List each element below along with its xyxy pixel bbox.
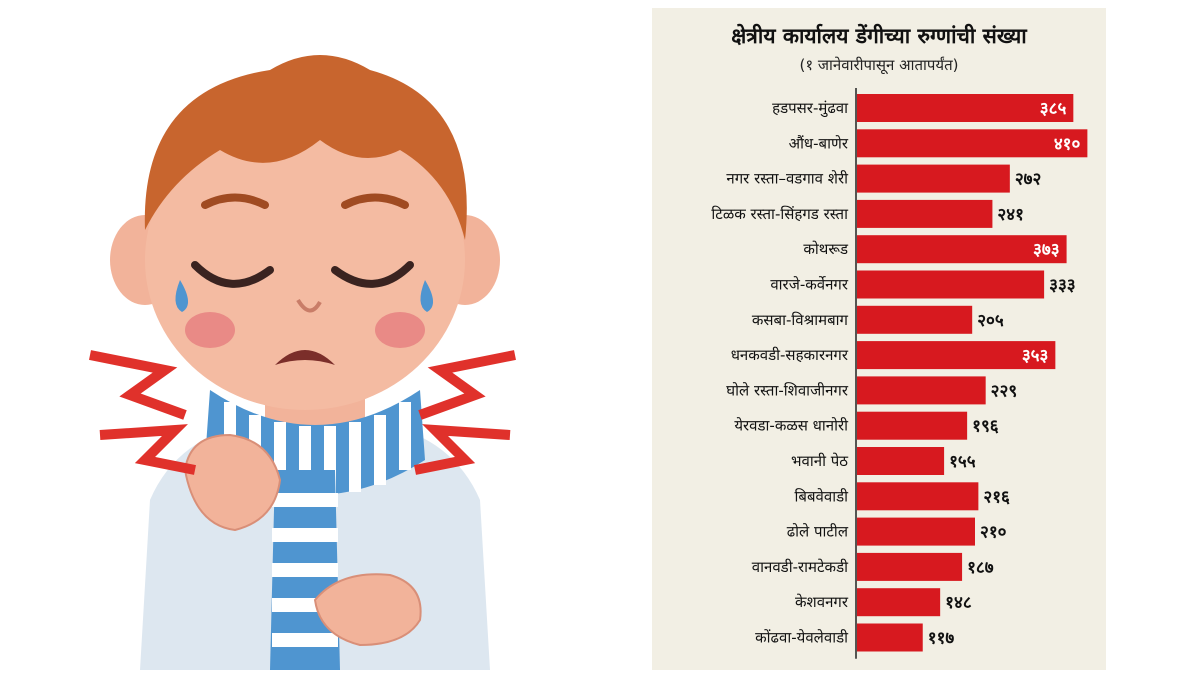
bar bbox=[857, 447, 945, 475]
value-label: २२९ bbox=[991, 381, 1018, 401]
bar bbox=[857, 305, 973, 334]
bar bbox=[857, 517, 975, 546]
category-label: भवानी पेठ bbox=[791, 452, 848, 470]
pain-zigzag-left-top bbox=[89, 350, 187, 420]
left-tear bbox=[175, 280, 189, 312]
left-hand bbox=[183, 433, 282, 532]
sick-boy-illustration bbox=[89, 55, 516, 670]
value-label: १४८ bbox=[945, 593, 972, 613]
bar-chart: हडपसर-मुंढवा ३८५ औंध-बाणेर ४१० नगर रस्ता–वडग… bbox=[711, 88, 1088, 659]
category-label: धनकवडी-सहकारनगर bbox=[731, 346, 849, 364]
value-label: ११७ bbox=[928, 629, 955, 649]
bar bbox=[857, 411, 968, 440]
category-label: बिबवेवाडी bbox=[795, 487, 850, 505]
category-label: टिळक रस्ता-सिंहगड रस्ता bbox=[711, 205, 849, 223]
pain-zigzag-right-top bbox=[418, 350, 516, 420]
value-label: ३८५ bbox=[1040, 99, 1067, 119]
bar bbox=[857, 164, 1010, 193]
value-label: १८७ bbox=[967, 558, 994, 578]
bar bbox=[857, 588, 941, 617]
right-tear bbox=[420, 280, 434, 312]
bar bbox=[857, 623, 923, 652]
mouth bbox=[275, 350, 335, 365]
value-label: ३५३ bbox=[1022, 346, 1049, 366]
nose bbox=[296, 298, 322, 313]
left-cheek bbox=[185, 312, 235, 348]
category-label: हडपसर-मुंढवा bbox=[772, 99, 849, 118]
bar bbox=[857, 94, 1074, 122]
value-label: ४१० bbox=[1054, 134, 1081, 154]
category-label: नगर रस्ता–वडगाव शेरी bbox=[726, 170, 849, 188]
right-hand bbox=[313, 573, 422, 647]
value-label: २०५ bbox=[977, 311, 1004, 331]
value-label: २१० bbox=[980, 523, 1007, 543]
bar bbox=[857, 376, 986, 405]
chart-subtitle: (१ जानेवारीपासून आतापर्यंत) bbox=[799, 56, 959, 74]
value-label: १९६ bbox=[972, 417, 999, 437]
right-eyebrow bbox=[341, 193, 409, 209]
scarf-tail-stripes bbox=[272, 493, 338, 647]
pain-zigzag-left-bottom bbox=[99, 424, 196, 475]
bar bbox=[857, 482, 979, 511]
category-label: घोले रस्ता-शिवाजीनगर bbox=[726, 381, 849, 399]
chart-title: क्षेत्रीय कार्यालय डेंगीच्या रुग्णांची स… bbox=[731, 24, 1027, 48]
hair bbox=[144, 55, 467, 240]
right-cheek bbox=[375, 312, 425, 348]
category-label: कसबा-विश्रामबाग bbox=[752, 311, 849, 329]
value-label: १५५ bbox=[949, 452, 976, 472]
category-label: येरवडा-कळस धानोरी bbox=[734, 417, 849, 435]
bar bbox=[857, 552, 963, 581]
category-label: वारजे-कर्वेनगर bbox=[770, 276, 849, 294]
category-label: वानवडी-रामटेकडी bbox=[752, 558, 849, 576]
value-label: ३७३ bbox=[1033, 240, 1060, 260]
value-label: २४१ bbox=[997, 205, 1024, 225]
right-eye bbox=[331, 261, 414, 288]
category-label: औंध-बाणेर bbox=[789, 134, 849, 152]
category-label: ढोले पाटील bbox=[787, 523, 849, 541]
value-label: २७२ bbox=[1015, 170, 1042, 190]
category-label: कोथरूड bbox=[803, 240, 849, 258]
value-label: ३३३ bbox=[1049, 276, 1076, 296]
left-eye bbox=[191, 261, 274, 288]
bar bbox=[857, 199, 993, 228]
category-label: कोंढवा-येवलेवाडी bbox=[755, 629, 849, 647]
bar bbox=[857, 341, 1056, 370]
bar bbox=[857, 270, 1045, 299]
bar bbox=[857, 235, 1067, 264]
bar bbox=[857, 129, 1088, 158]
pain-zigzag-right-bottom bbox=[414, 424, 511, 475]
category-label: केशवनगर bbox=[795, 593, 849, 611]
chart-panel: क्षेत्रीय कार्यालय डेंगीच्या रुग्णांची स… bbox=[652, 8, 1106, 670]
left-eyebrow bbox=[201, 193, 269, 209]
value-label: २१६ bbox=[983, 487, 1010, 507]
